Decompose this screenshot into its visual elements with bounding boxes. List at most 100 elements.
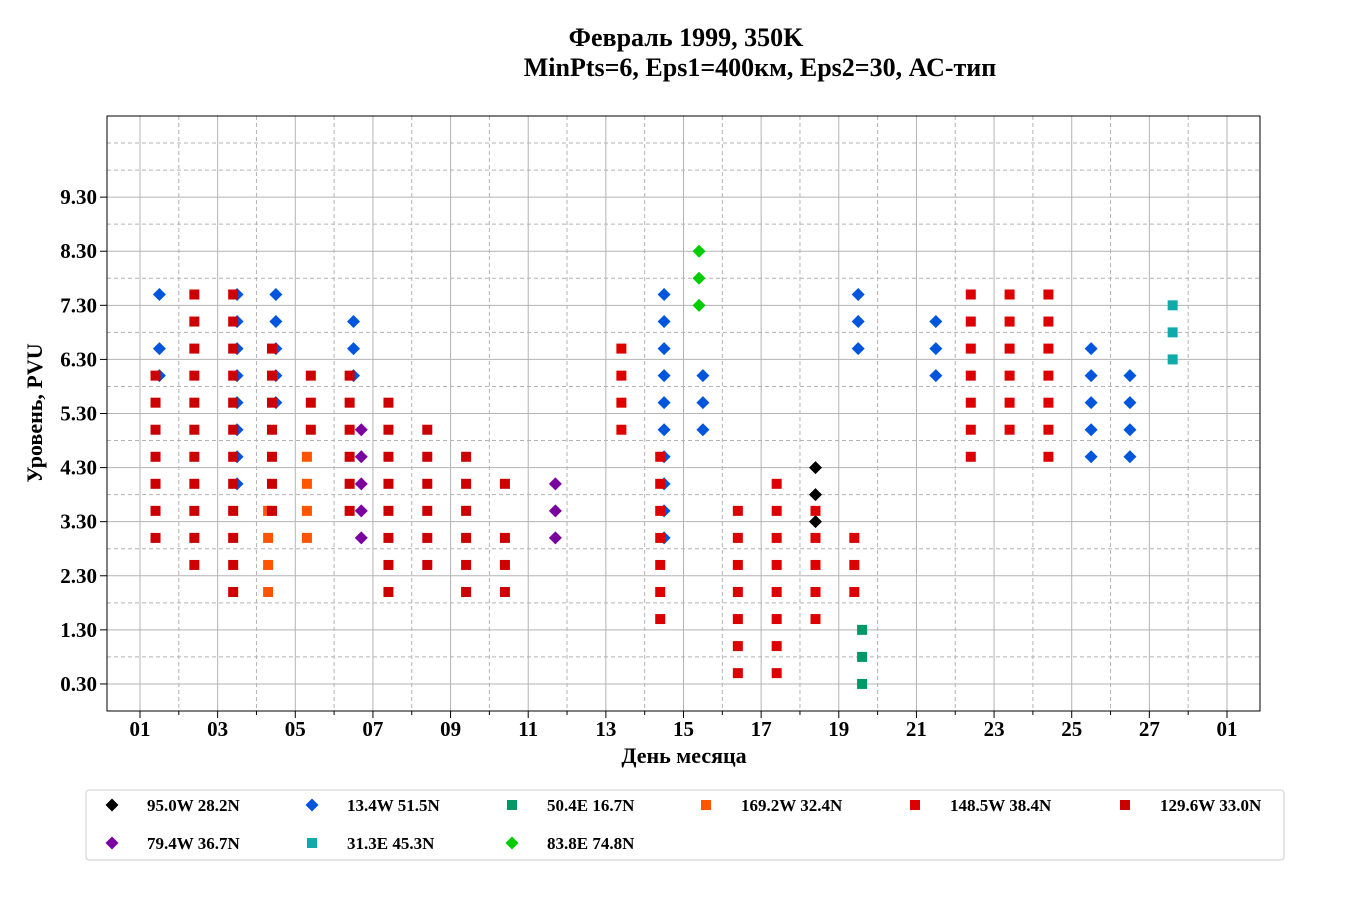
legend-item: 79.4W 36.7N — [105, 834, 240, 853]
data-point — [692, 298, 706, 312]
legend-label: 79.4W 36.7N — [147, 834, 240, 853]
data-point — [1123, 423, 1137, 437]
y-tick-label: 5.30 — [60, 402, 97, 426]
data-point — [344, 397, 355, 408]
data-point — [383, 451, 394, 462]
data-point — [383, 532, 394, 543]
data-point — [849, 532, 860, 543]
data-point — [266, 451, 277, 462]
data-point — [461, 505, 472, 516]
data-point — [422, 478, 433, 489]
data-point — [1123, 369, 1137, 383]
data-point — [263, 559, 274, 570]
x-tick-label: 11 — [518, 717, 538, 741]
data-point — [732, 614, 743, 625]
data-point — [1123, 450, 1137, 464]
x-tick-label: 27 — [1139, 717, 1160, 741]
x-tick-label: 05 — [285, 717, 306, 741]
legend-marker — [505, 836, 519, 850]
data-point — [152, 342, 166, 356]
y-tick-label: 4.30 — [60, 456, 97, 480]
data-point — [189, 424, 200, 435]
data-point — [354, 450, 368, 464]
data-point — [771, 478, 782, 489]
data-point — [347, 342, 361, 356]
data-point — [696, 423, 710, 437]
x-tick-label: 15 — [673, 717, 694, 741]
data-point — [810, 532, 821, 543]
data-point — [189, 370, 200, 381]
data-point — [189, 316, 200, 327]
data-points — [150, 244, 1178, 689]
data-point — [422, 424, 433, 435]
data-point — [965, 370, 976, 381]
x-tick-label: 25 — [1061, 717, 1082, 741]
x-tick-label: 07 — [362, 717, 383, 741]
data-point — [657, 423, 671, 437]
data-point — [189, 451, 200, 462]
data-point — [851, 288, 865, 301]
data-point — [344, 505, 355, 516]
data-point — [771, 614, 782, 625]
data-point — [965, 343, 976, 354]
legend-item: 13.4W 51.5N — [305, 796, 440, 815]
y-axis-label: Уровень, PVU — [22, 343, 47, 482]
y-tick-label: 1.30 — [60, 618, 97, 642]
legend-label: 13.4W 51.5N — [347, 796, 440, 815]
data-point — [383, 397, 394, 408]
data-point — [929, 369, 943, 383]
x-tick-label: 13 — [595, 717, 616, 741]
x-tick-label: 09 — [440, 717, 461, 741]
series-group — [1167, 300, 1178, 365]
data-point — [383, 424, 394, 435]
data-point — [228, 343, 239, 354]
data-point — [150, 397, 161, 408]
x-axis-label: День месяца — [621, 743, 746, 768]
data-point — [929, 315, 943, 329]
data-point — [1004, 397, 1015, 408]
series-group — [808, 461, 822, 529]
data-point — [810, 505, 821, 516]
data-point — [228, 587, 239, 597]
y-tick-label: 8.30 — [60, 239, 97, 263]
y-tick-label: 6.30 — [60, 347, 97, 371]
data-point — [1004, 289, 1015, 300]
data-point — [189, 397, 200, 408]
legend-label: 50.4E 16.7N — [547, 796, 635, 815]
data-point — [383, 587, 394, 597]
data-point — [354, 423, 368, 437]
series-group — [150, 289, 510, 597]
data-point — [228, 559, 239, 570]
data-point — [354, 504, 368, 518]
data-point — [422, 505, 433, 516]
data-point — [657, 288, 671, 301]
data-point — [616, 424, 627, 435]
x-tick-label: 01 — [129, 717, 150, 741]
data-point — [655, 559, 666, 570]
data-point — [655, 505, 666, 516]
data-point — [1043, 316, 1054, 327]
x-tick-label: 23 — [984, 717, 1005, 741]
data-point — [1004, 424, 1015, 435]
data-point — [1043, 370, 1054, 381]
data-point — [771, 559, 782, 570]
data-point — [1004, 370, 1015, 381]
x-tick-label: 19 — [828, 717, 849, 741]
data-point — [383, 478, 394, 489]
data-point — [189, 532, 200, 543]
data-point — [657, 315, 671, 329]
legend-marker — [701, 800, 711, 810]
data-point — [1084, 342, 1098, 356]
data-point — [696, 396, 710, 410]
data-point — [1043, 343, 1054, 354]
data-point — [354, 531, 368, 545]
data-point — [616, 370, 627, 381]
y-axis-ticks: 0.30 1.30 2.30 3.30 4.30 5.30 6.30 7.30 8.30 9.30 — [60, 185, 107, 696]
legend-marker — [507, 800, 517, 810]
data-point — [301, 532, 312, 543]
data-point — [266, 505, 277, 516]
legend-label: 148.5W 38.4N — [950, 796, 1052, 815]
data-point — [771, 668, 782, 679]
data-point — [657, 342, 671, 356]
data-point — [810, 614, 821, 625]
